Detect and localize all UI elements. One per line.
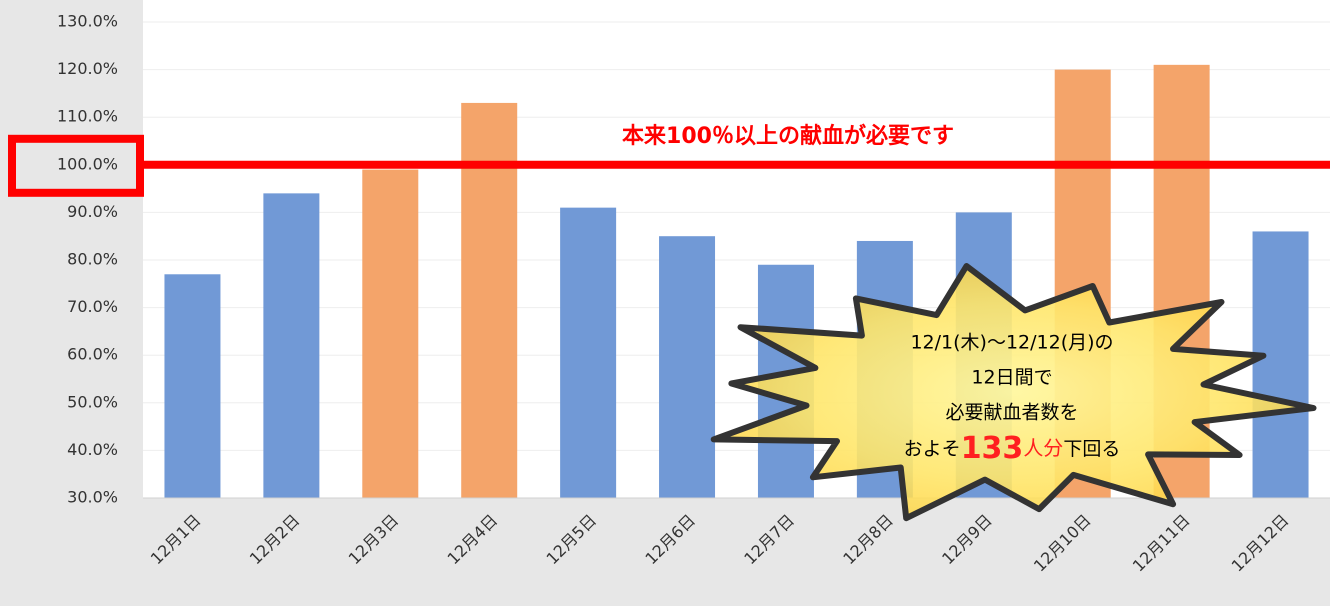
x-tick-label: 12月4日 (444, 511, 502, 569)
y-tick-label: 110.0% (57, 107, 118, 126)
x-tick-label: 12月10日 (1030, 511, 1095, 576)
bar (263, 193, 319, 498)
x-tick-label: 12月9日 (938, 511, 996, 569)
callout-part: 人分 (1023, 436, 1063, 460)
x-tick-label: 12月3日 (345, 511, 403, 569)
y-tick-label: 80.0% (67, 250, 118, 269)
chart: 30.0% 40.0% 50.0% 60.0% 70.0% 80.0% 90.0% 100.0… (0, 0, 1330, 606)
y-tick-label: 90.0% (67, 202, 118, 221)
x-tick-label: 12月5日 (542, 511, 600, 569)
bar (362, 170, 418, 498)
callout-part: 133 (961, 431, 1024, 466)
y-tick-label: 40.0% (67, 440, 118, 459)
x-tick-label: 12月2日 (246, 511, 304, 569)
x-tick-label: 12月7日 (740, 511, 798, 569)
y-tick-label: 50.0% (67, 392, 118, 411)
callout-part: およそ (904, 438, 961, 460)
callout-text: 12日間で (971, 367, 1052, 389)
y-tick-label: 130.0% (57, 12, 118, 31)
y-tick-label: 60.0% (67, 345, 118, 364)
y-tick-label: 30.0% (67, 488, 118, 507)
y-tick-label: 70.0% (67, 297, 118, 316)
reference-label: 本来100％以上の献血が必要です (622, 123, 954, 149)
x-tick-label: 12月11日 (1129, 511, 1194, 576)
callout-part: 下回る (1063, 438, 1120, 460)
x-tick-label: 12月1日 (147, 511, 205, 569)
y-tick-label: 100.0% (57, 154, 118, 173)
x-tick-label: 12月12日 (1228, 511, 1293, 576)
callout-text: 必要献血者数を (945, 402, 1078, 424)
bar (659, 236, 715, 498)
bar (560, 208, 616, 498)
y-tick-label: 120.0% (57, 59, 118, 78)
x-tick-label: 12月6日 (641, 511, 699, 569)
callout-text: 12/1(木)〜12/12(月)の (910, 332, 1113, 354)
bar (164, 274, 220, 498)
bar (1253, 231, 1309, 498)
x-tick-label: 12月8日 (839, 511, 897, 569)
